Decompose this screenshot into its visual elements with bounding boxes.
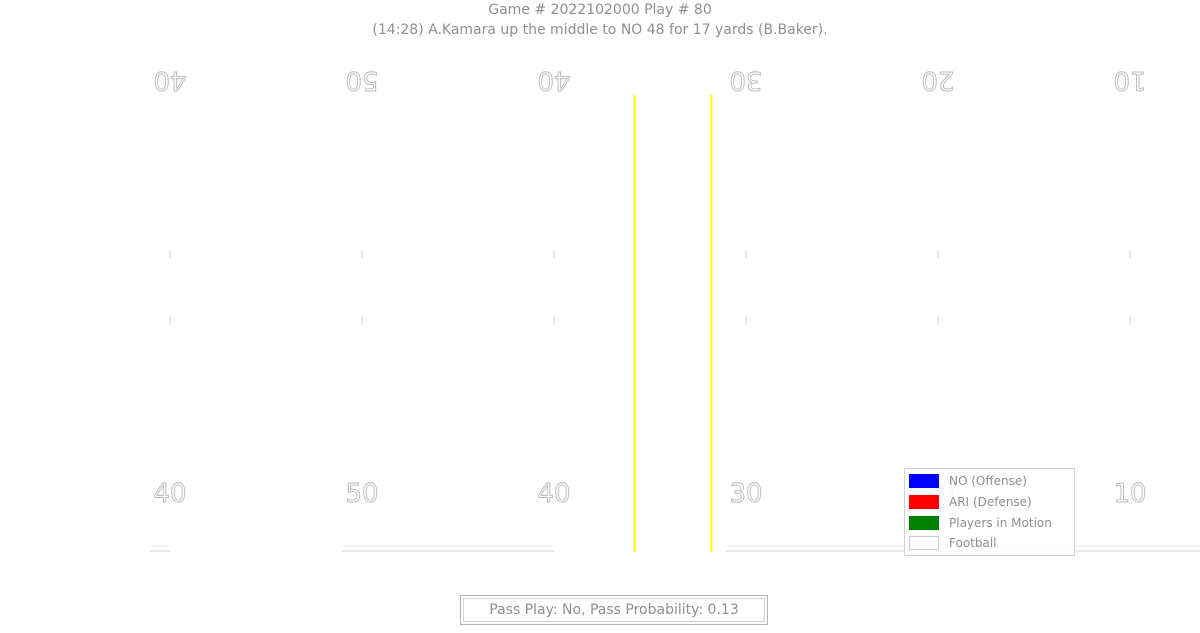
yard-labels-top: 40 50 40 30 20 10	[153, 65, 1147, 96]
pass-probability-box: Pass Play: No, Pass Probability: 0.13	[460, 595, 768, 625]
legend-item-defense: ARI (Defense)	[909, 494, 1032, 510]
yard-number-top: 30	[729, 65, 762, 95]
legend-label-motion: Players in Motion	[949, 516, 1052, 530]
legend-item-offense: NO (Offense)	[909, 473, 1027, 489]
yard-number-bottom: 30	[729, 479, 762, 509]
chart-title: Game # 2022102000 Play # 80	[488, 2, 712, 18]
legend-item-football: Football	[909, 535, 997, 551]
yard-number-top: 50	[345, 65, 378, 95]
yard-number-bottom: 40	[537, 479, 570, 509]
legend-swatch-defense	[909, 495, 939, 509]
legend-swatch-football	[909, 536, 939, 550]
yard-number-bottom: 40	[153, 479, 186, 509]
legend-swatch-offense	[909, 474, 939, 488]
chart-subtitle: (14:28) A.Kamara up the middle to NO 48 …	[372, 22, 828, 38]
yard-number-top: 40	[537, 65, 570, 95]
yard-number-top: 20	[921, 65, 954, 95]
hash-marks	[169, 250, 1131, 325]
legend-item-motion: Players in Motion	[909, 515, 1052, 531]
pass-probability-text: Pass Play: No, Pass Probability: 0.13	[463, 598, 765, 622]
legend-label-defense: ARI (Defense)	[949, 495, 1032, 509]
yard-number-top: 40	[153, 65, 186, 95]
scrimmage-markers	[633, 95, 713, 552]
legend-swatch-motion	[909, 516, 939, 530]
yard-number-top: 10	[1113, 65, 1146, 95]
yard-number-bottom: 10	[1113, 479, 1146, 509]
legend-label-offense: NO (Offense)	[949, 474, 1027, 488]
legend: NO (Offense) ARI (Defense) Players in Mo…	[904, 468, 1075, 556]
yard-number-bottom: 50	[345, 479, 378, 509]
legend-label-football: Football	[949, 536, 997, 550]
